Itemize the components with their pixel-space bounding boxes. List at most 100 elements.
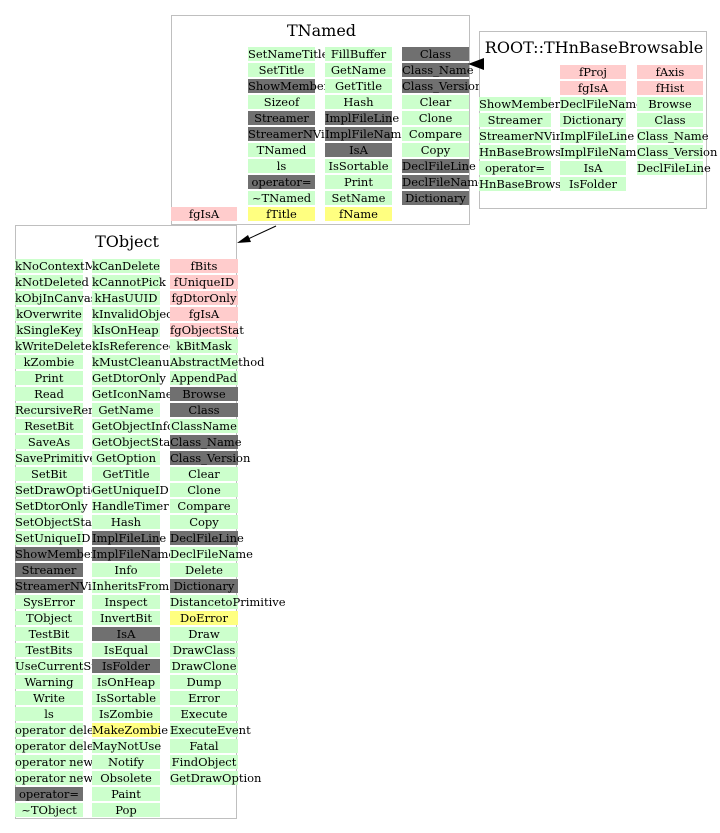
thn-member-isa: IsA <box>560 161 626 175</box>
tobject-member-fgisa: fgIsA <box>170 307 238 321</box>
tnamed-member-tnamed: ~TNamed <box>248 191 315 205</box>
tobject-member-funiqueid: fUniqueID <box>170 275 238 289</box>
tnamed-member-ftitle: fTitle <box>248 207 315 221</box>
tobject-member-kzombie: kZombie <box>15 355 83 369</box>
tobject-member-pop: Pop <box>92 803 160 817</box>
tnamed-member-gettitle: GetTitle <box>325 79 392 93</box>
tobject-member-streamer: Streamer <box>15 563 83 577</box>
tobject-member-error: Error <box>170 691 238 705</box>
tobject-member-fgobjectstat: fgObjectStat <box>170 323 244 337</box>
tobject-member-findobject: FindObject <box>170 755 238 769</box>
tnamed-member-class-name: Class_Name <box>402 63 474 77</box>
tobject-member-kobjincanvas: kObjInCanvas <box>15 291 97 305</box>
tobject-member-inspect: Inspect <box>92 595 160 609</box>
tobject-member-class-version: Class_Version <box>170 451 251 465</box>
tobject-member-browse: Browse <box>170 387 238 401</box>
tobject-member-makezombie: MakeZombie <box>92 723 169 737</box>
tobject-member-isonheap: IsOnHeap <box>92 675 160 689</box>
tnamed-title: TNamed <box>286 21 357 40</box>
tnamed-to-tobject-line <box>247 225 277 240</box>
tobject-member-drawclass: DrawClass <box>170 643 238 657</box>
tobject-member-koverwrite: kOverwrite <box>15 307 83 321</box>
tobject-member-knotdeleted: kNotDeleted <box>15 275 89 289</box>
tobject-member-kmustcleanup: kMustCleanup <box>92 355 177 369</box>
tobject-member-resetbit: ResetBit <box>15 419 83 433</box>
tobject-member-declfilename: DeclFileName <box>170 547 253 561</box>
tobject-member-operator-new: operator new[] <box>15 771 103 785</box>
tnamed-member-operator: operator= <box>248 175 315 189</box>
tobject-member-maynotuse: MayNotUse <box>92 739 162 753</box>
tnamed-member-implfilename: ImplFileName <box>325 127 409 141</box>
tobject-member-executeevent: ExecuteEvent <box>170 723 251 737</box>
tnamed-member-isa: IsA <box>325 143 392 157</box>
tnamed-member-hash: Hash <box>325 95 392 109</box>
tnamed-member-fgisa: fgIsA <box>171 207 237 221</box>
tobject-member-handletimer: HandleTimer <box>92 499 169 513</box>
tobject-member-setuniqueid: SetUniqueID <box>15 531 91 545</box>
tobject-member-execute: Execute <box>170 707 238 721</box>
tobject-member-getobjectstat: GetObjectStat <box>92 435 175 449</box>
tobject-member-getoption: GetOption <box>92 451 160 465</box>
tobject-member-saveas: SaveAs <box>15 435 83 449</box>
tobject-member-class-name: Class_Name <box>170 435 242 449</box>
tobject-member-saveprimitive: SavePrimitive <box>15 451 97 465</box>
tobject-member-isequal: IsEqual <box>92 643 160 657</box>
tnamed-member-declfilename: DeclFileName <box>402 175 485 189</box>
tobject-member-class: Class <box>170 403 238 417</box>
tobject-member-kwritedelete: kWriteDelete <box>15 339 92 353</box>
tobject-member-compare: Compare <box>170 499 238 513</box>
tobject-member-implfilename: ImplFileName <box>92 547 176 561</box>
tobject-member-read: Read <box>15 387 83 401</box>
tnamed-member-setnametitle: SetNameTitle <box>248 47 329 61</box>
thn-member-operator: operator= <box>479 161 551 175</box>
tobject-member-syserror: SysError <box>15 595 83 609</box>
tobject-member-tobject: ~TObject <box>15 803 83 817</box>
tobject-member-implfileline: ImplFileLine <box>92 531 167 545</box>
tobject-member-isa: IsA <box>92 627 160 641</box>
tobject-member-kcandelete: kCanDelete <box>92 259 160 273</box>
tobject-member-inheritsfrom: InheritsFrom <box>92 579 170 593</box>
tobject-member-operator-delete: operator delete <box>15 723 106 737</box>
thn-member-class-version: Class_Version <box>637 145 718 159</box>
thn-member-implfilename: ImplFileName <box>560 145 644 159</box>
tnamed-to-tobject-arrowhead <box>237 235 251 243</box>
tnamed-member-declfileline: DeclFileLine <box>402 159 476 173</box>
tnamed-member-sizeof: Sizeof <box>248 95 315 109</box>
tobject-member-write: Write <box>15 691 83 705</box>
tobject-member-issortable: IsSortable <box>92 691 160 705</box>
tobject-member-warning: Warning <box>15 675 83 689</box>
tobject-member-fgdtoronly: fgDtorOnly <box>170 291 238 305</box>
tobject-member-copy: Copy <box>170 515 238 529</box>
thn-member-declfilename: DeclFileName <box>560 97 643 111</box>
tobject-member-testbits: TestBits <box>15 643 83 657</box>
tnamed-member-dictionary: Dictionary <box>402 191 469 205</box>
tnamed-member-print: Print <box>325 175 392 189</box>
tnamed-member-issortable: IsSortable <box>325 159 392 173</box>
tobject-member-kisreferenced: kIsReferenced <box>92 339 177 353</box>
tobject-member-declfileline: DeclFileLine <box>170 531 244 545</box>
tnamed-member-tnamed: TNamed <box>248 143 315 157</box>
tnamed-member-showmembers: ShowMembers <box>248 79 336 93</box>
tobject-member-testbit: TestBit <box>15 627 83 641</box>
tobject-member-setobjectstat: SetObjectStat <box>15 515 97 529</box>
tnamed-member-clear: Clear <box>402 95 469 109</box>
tnamed-member-getname: GetName <box>325 63 392 77</box>
tobject-member-tobject: TObject <box>15 611 83 625</box>
tobject-member-geticonname: GetIconName <box>92 387 173 401</box>
tnamed-member-streamer: Streamer <box>248 111 315 125</box>
tobject-member-kisonheap: kIsOnHeap <box>92 323 160 337</box>
tnamed-member-class: Class <box>402 47 469 61</box>
tnamed-member-setname: SetName <box>325 191 392 205</box>
tobject-title: TObject <box>95 232 159 251</box>
tobject-member-clear: Clear <box>170 467 238 481</box>
tobject-member-getdtoronly: GetDtorOnly <box>92 371 166 385</box>
tobject-member-print: Print <box>15 371 83 385</box>
thnbasebrowsable-title: ROOT::THnBaseBrowsable <box>484 38 704 57</box>
tobject-member-paint: Paint <box>92 787 160 801</box>
thn-member-fhist: fHist <box>637 81 703 95</box>
tobject-member-kinvalidobject: kInvalidObject <box>92 307 178 321</box>
tnamed-member-class-version: Class_Version <box>402 79 483 93</box>
tobject-member-fbits: fBits <box>170 259 238 273</box>
tnamed-member-settitle: SetTitle <box>248 63 315 77</box>
tobject-member-info: Info <box>92 563 160 577</box>
